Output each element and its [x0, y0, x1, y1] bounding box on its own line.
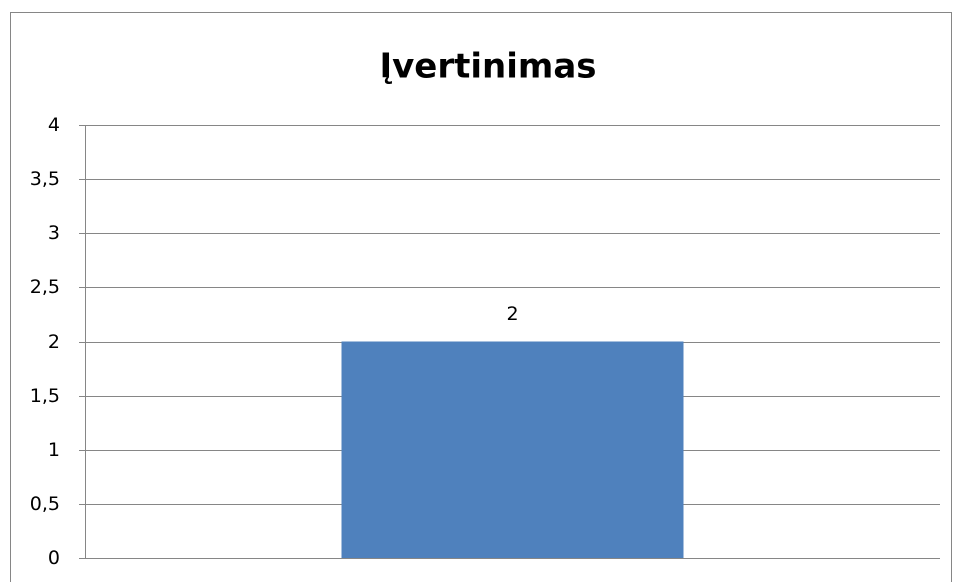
chart-title: Įvertinimas — [379, 47, 596, 87]
y-tick-label: 3 — [48, 222, 60, 244]
data-label: 2 — [506, 303, 518, 325]
y-tick-label: 2,5 — [30, 276, 60, 298]
y-tick-label: 4 — [48, 114, 60, 136]
bar — [341, 341, 684, 558]
y-tick-label: 0,5 — [30, 493, 60, 515]
y-tick-label: 0 — [48, 547, 60, 569]
y-tick-label: 3,5 — [30, 168, 60, 190]
y-tick-label: 2 — [48, 331, 60, 353]
y-tick-label: 1 — [48, 439, 60, 461]
y-tick-label: 1,5 — [30, 385, 60, 407]
